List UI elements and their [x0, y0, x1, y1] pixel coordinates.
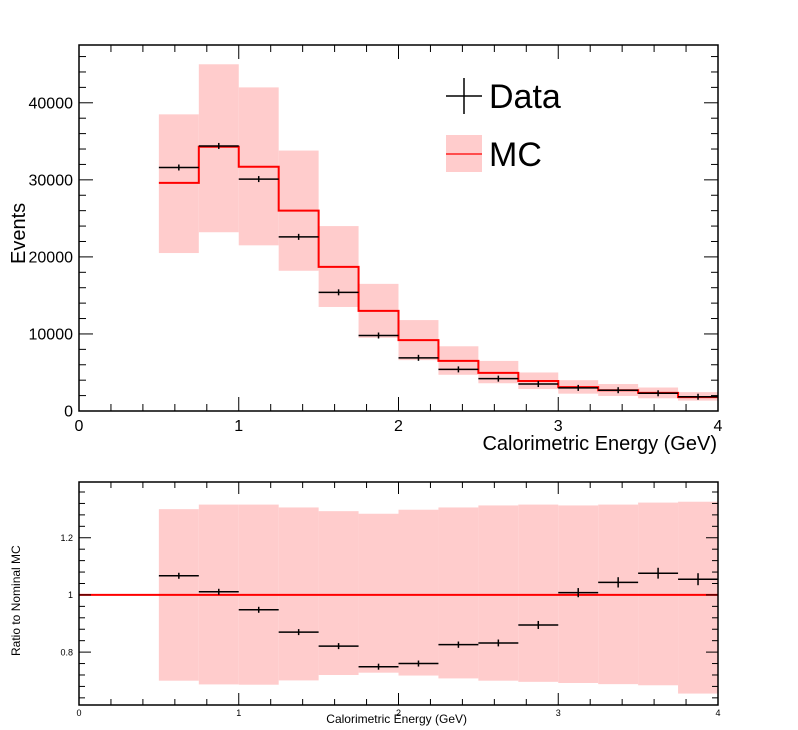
x-tick-label: 4 [714, 418, 723, 435]
bottom-y-ticks: 0.8 1 1.2 [60, 491, 718, 699]
data-point [278, 629, 319, 636]
mc-band-bin [278, 507, 319, 681]
data-point [598, 577, 639, 588]
mc-band-bin [318, 511, 359, 675]
data-point [478, 639, 519, 647]
bottom-y-axis-label: Ratio to Nominal MC [9, 545, 23, 656]
y-tick-label: 20000 [29, 249, 74, 266]
data-point [678, 393, 718, 400]
y-tick-label: 30000 [29, 172, 74, 189]
data-point [198, 142, 239, 149]
data-point [598, 387, 639, 394]
data-point [558, 588, 599, 598]
y-tick-label: 40000 [29, 95, 74, 112]
data-point [678, 573, 718, 586]
data-point [638, 390, 679, 397]
data-point [518, 381, 559, 388]
data-point [238, 606, 279, 613]
y-tick-label: 10000 [29, 327, 74, 344]
legend-data-label: Data [489, 78, 561, 116]
bottom-data-points [158, 567, 718, 670]
data-point [518, 620, 559, 629]
x-tick-label: 0 [76, 708, 81, 718]
data-point [278, 233, 319, 240]
data-point [478, 375, 519, 382]
x-tick-label: 4 [715, 708, 720, 718]
data-point [158, 164, 199, 171]
x-tick-label: 3 [556, 708, 561, 718]
top-data-points [158, 142, 718, 400]
data-point [318, 289, 359, 296]
data-point [398, 354, 439, 361]
top-x-ticks: 0 1 2 3 4 [75, 45, 723, 435]
data-point [238, 176, 279, 183]
data-point [438, 366, 479, 373]
data-point [358, 663, 399, 670]
mc-band-bin [678, 501, 718, 694]
data-point [438, 641, 479, 648]
x-tick-label: 1 [236, 708, 241, 718]
mc-band-bin [358, 513, 399, 673]
mc-band-bin [518, 504, 559, 682]
data-point [638, 567, 679, 579]
top-panel: 0 1 2 3 4 0 10000 20000 30000 40000 Calorimetric… [8, 44, 723, 455]
data-point [358, 332, 399, 339]
top-x-axis-label: Calorimetric Energy (GeV) [482, 433, 717, 455]
legend-mc-label: MC [489, 136, 542, 174]
data-point [558, 384, 599, 391]
mc-band-bin [398, 509, 439, 676]
data-point [398, 660, 439, 667]
data-point [158, 572, 199, 579]
x-tick-label: 3 [554, 418, 563, 435]
y-tick-label: 1 [68, 590, 73, 600]
y-tick-label: 0 [64, 404, 73, 421]
x-tick-label: 2 [396, 708, 401, 718]
mc-band-bin [638, 502, 679, 686]
x-tick-label: 0 [75, 418, 84, 435]
y-tick-label: 0.8 [60, 647, 73, 657]
y-tick-label: 1.2 [60, 533, 73, 543]
legend: Data MC [446, 78, 561, 174]
mc-band-bin [438, 507, 479, 679]
mc-band-bin [478, 505, 519, 681]
x-tick-label: 2 [394, 418, 403, 435]
data-point [198, 588, 239, 595]
bottom-x-axis-label: Calorimetric Energy (GeV) [326, 712, 467, 726]
x-tick-label: 1 [234, 418, 243, 435]
top-y-axis-label: Events [8, 203, 30, 264]
top-y-ticks: 0 10000 20000 30000 40000 [29, 56, 718, 421]
bottom-x-ticks: 0 1 2 3 4 [76, 482, 721, 718]
bottom-mc-bands [158, 501, 718, 694]
data-point [318, 643, 359, 650]
